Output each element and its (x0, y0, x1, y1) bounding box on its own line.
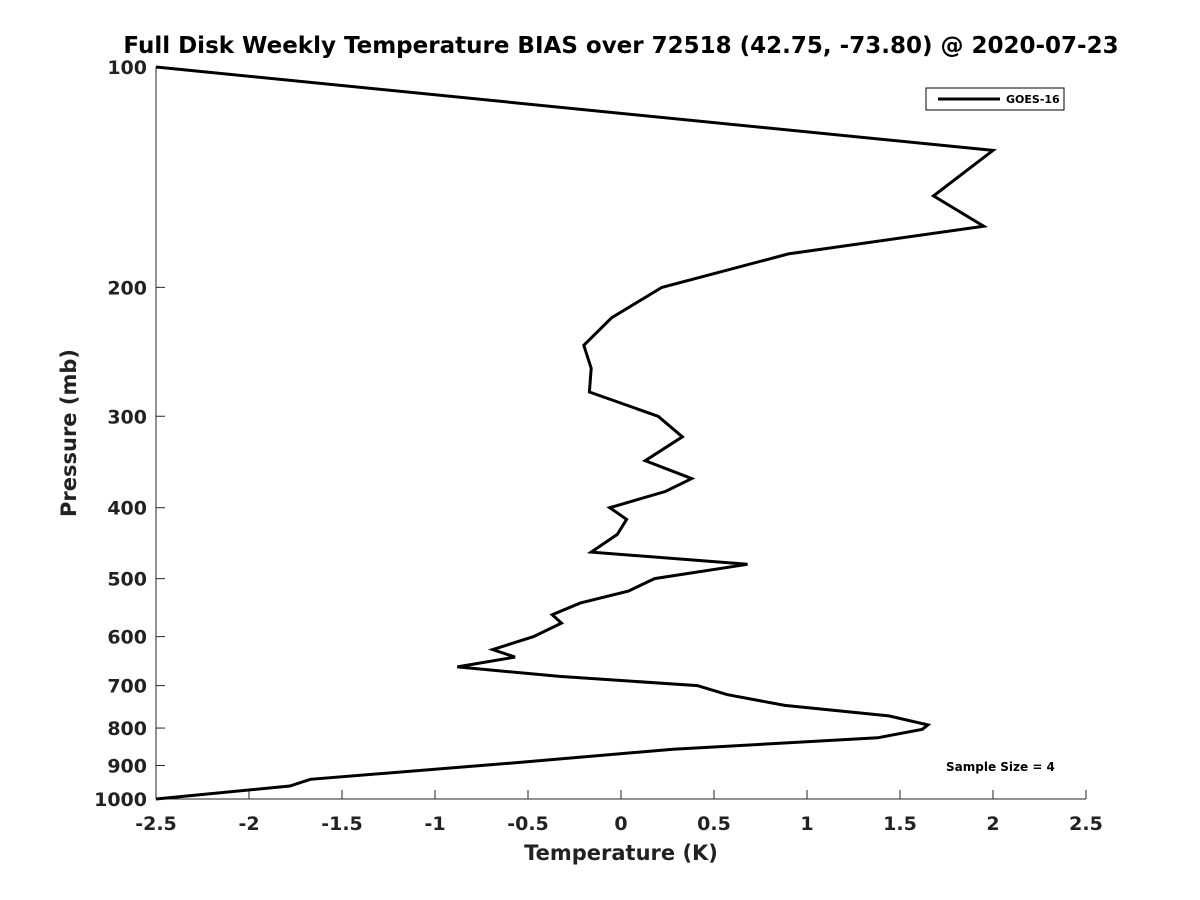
x-tick-label: 1 (800, 813, 813, 835)
y-axis-label: Pressure (mb) (57, 349, 81, 517)
x-tick-label: -2 (238, 813, 259, 835)
y-tick-label: 800 (107, 718, 147, 740)
y-tick-label: 100 (107, 57, 147, 79)
legend: GOES-16 (925, 87, 1065, 111)
y-tick-label: 900 (107, 756, 147, 778)
x-tick-label: 1.5 (883, 813, 917, 835)
chart-title: Full Disk Weekly Temperature BIAS over 7… (123, 33, 1118, 59)
y-tick-label: 1000 (94, 789, 147, 811)
sample-size-annotation: Sample Size = 4 (946, 760, 1055, 774)
y-ticks: 100 200 300 400 500 600 700 800 900 1000 (94, 57, 165, 811)
x-tick-label: -2.5 (135, 813, 177, 835)
y-tick-label: 700 (107, 676, 147, 698)
y-tick-label: 400 (107, 498, 147, 520)
x-tick-label: -1.5 (321, 813, 363, 835)
x-tick-label: 2.5 (1069, 813, 1103, 835)
x-tick-label: 0.5 (697, 813, 731, 835)
y-tick-label: 600 (107, 627, 147, 649)
x-axis-label: Temperature (K) (524, 841, 718, 865)
x-ticks: -2.5 -2 -1.5 -1 -0.5 0 0.5 1 1.5 2 2.5 (135, 790, 1103, 835)
legend-label: GOES-16 (1006, 93, 1060, 106)
x-tick-label: -0.5 (507, 813, 549, 835)
y-tick-label: 300 (107, 406, 147, 428)
x-tick-label: 2 (986, 813, 999, 835)
x-tick-label: -1 (424, 813, 445, 835)
y-tick-label: 200 (107, 277, 147, 299)
y-tick-label: 500 (107, 569, 147, 591)
plot-frame (155, 67, 1086, 800)
series-line-goes16 (155, 65, 997, 801)
x-tick-label: 0 (614, 813, 627, 835)
